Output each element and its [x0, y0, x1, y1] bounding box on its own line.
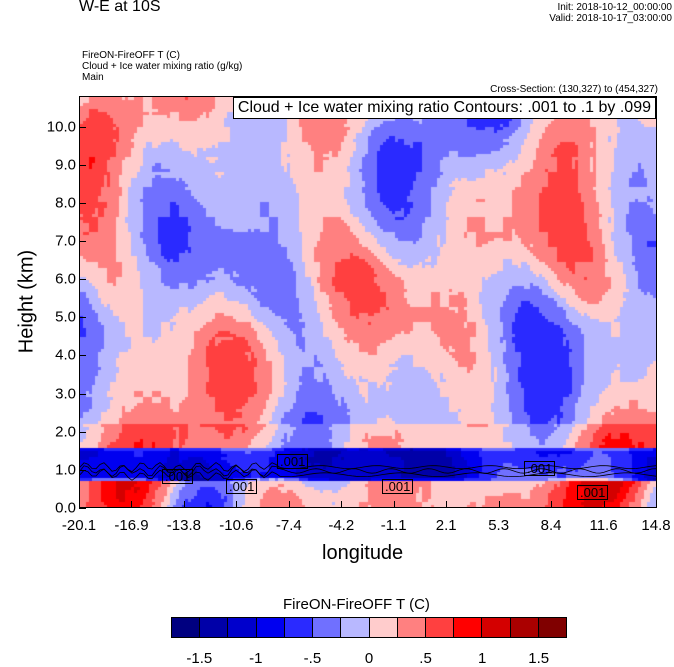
y-tick-mark: [79, 202, 86, 204]
y-tick-label: 0.0: [55, 499, 76, 517]
colorbar-swatch: [538, 618, 567, 637]
y-tick-mark: [79, 279, 86, 281]
y-tick-label: 8.0: [55, 194, 76, 212]
x-tick-mark: [288, 501, 290, 508]
contour-info-box: Cloud + Ice water mixing ratio Contours:…: [232, 97, 656, 119]
plot-area: Cloud + Ice water mixing ratio Contours:…: [79, 96, 657, 508]
y-tick-mark: [79, 126, 86, 128]
colorbar-swatch: [172, 618, 201, 637]
x-tick-mark: [183, 501, 185, 508]
y-tick-label: 3.0: [55, 385, 76, 403]
x-tick-label: 5.3: [488, 517, 510, 534]
cross-section-label: Cross-Section: (130,327) to (454,327): [490, 84, 658, 95]
y-tick-label: 5.0: [55, 308, 76, 326]
y-tick-label: 2.0: [55, 423, 76, 441]
colorbar: [171, 617, 567, 638]
colorbar-swatch: [454, 618, 483, 637]
x-tick-label: -1.1: [380, 517, 407, 534]
y-tick-label: 6.0: [55, 270, 76, 288]
valid-time: Valid: 2018-10-17_03:00:00: [549, 13, 672, 24]
colorbar-label: 0: [364, 650, 374, 667]
colorbar-swatch: [313, 618, 342, 637]
colorbar-label: -.5: [303, 650, 322, 667]
y-tick-mark: [79, 317, 86, 319]
colorbar-swatch: [341, 618, 370, 637]
colorbar-label: .5: [419, 650, 432, 667]
x-tick-mark: [236, 501, 238, 508]
x-tick-mark: [603, 501, 605, 508]
x-tick-mark: [498, 501, 500, 508]
cloud-contours: [80, 462, 656, 481]
colorbar-label: 1: [477, 650, 487, 667]
colorbar-title: FireON-FireOFF T (C): [283, 596, 430, 613]
colorbar-swatch: [200, 618, 229, 637]
temperature-difference-field: [80, 97, 656, 507]
y-tick-label: 1.0: [55, 461, 76, 479]
x-tick-label: -16.9: [114, 517, 149, 534]
x-tick-mark: [79, 501, 80, 508]
y-tick-label: 10.0: [46, 118, 76, 136]
x-tick-mark: [393, 501, 395, 508]
x-tick-mark: [131, 501, 133, 508]
colorbar-swatch: [369, 618, 398, 637]
field-label-cloud: Cloud + Ice water mixing ratio (g/kg): [82, 61, 243, 72]
y-tick-mark: [79, 393, 86, 395]
x-tick-label: -10.6: [219, 517, 254, 534]
colorbar-swatch: [284, 618, 314, 637]
colorbar-swatch: [228, 618, 257, 637]
colorbar-label: -1.5: [186, 650, 213, 667]
colorbar-swatch: [510, 618, 539, 637]
y-tick-mark: [79, 164, 86, 166]
x-tick-mark: [446, 501, 448, 508]
contour-label: .001: [382, 479, 414, 494]
y-tick-mark: [79, 469, 86, 471]
x-tick-label: 11.6: [589, 517, 618, 534]
y-tick-label: 7.0: [55, 232, 76, 250]
x-axis-label: longitude: [322, 542, 404, 564]
colorbar-swatch: [482, 618, 511, 637]
contour-label: .001: [226, 479, 258, 494]
x-tick-label: 2.1: [435, 517, 457, 534]
x-tick-mark: [656, 501, 657, 508]
x-tick-label: -7.4: [275, 517, 302, 534]
x-tick-label: -13.8: [166, 517, 202, 534]
y-tick-mark: [79, 508, 86, 509]
x-tick-mark: [551, 501, 553, 508]
contour-label: .001: [162, 469, 194, 484]
colorbar-swatch: [425, 618, 455, 637]
field-label-temperature: FireON-FireOFF T (C): [82, 50, 180, 61]
colorbar-label: -1: [249, 650, 263, 667]
contour-label: .001: [577, 485, 609, 500]
init-time: Init: 2018-10-12_00:00:00: [557, 2, 672, 13]
colorbar-label: 1.5: [528, 650, 550, 667]
field-label-main: Main: [82, 72, 104, 83]
y-tick-mark: [79, 240, 86, 242]
cloud-contour-line: [80, 462, 656, 473]
y-tick-mark: [79, 431, 86, 433]
contour-label: .001: [524, 461, 556, 476]
contour-label: .001: [277, 454, 309, 469]
y-axis-label: Height (km): [15, 249, 38, 354]
chart-title: W-E at 10S: [79, 0, 161, 15]
x-tick-label: 8.4: [540, 517, 562, 534]
x-tick-label: -4.2: [328, 517, 355, 534]
x-tick-label: 14.8: [641, 517, 671, 534]
colorbar-swatch: [256, 618, 285, 637]
y-tick-label: 4.0: [55, 346, 76, 364]
colorbar-swatch: [397, 618, 426, 637]
y-tick-mark: [79, 355, 86, 357]
x-tick-label: -20.1: [61, 517, 97, 534]
x-tick-mark: [341, 501, 343, 508]
cloud-contour-line: [80, 468, 656, 481]
y-tick-label: 9.0: [55, 156, 76, 174]
